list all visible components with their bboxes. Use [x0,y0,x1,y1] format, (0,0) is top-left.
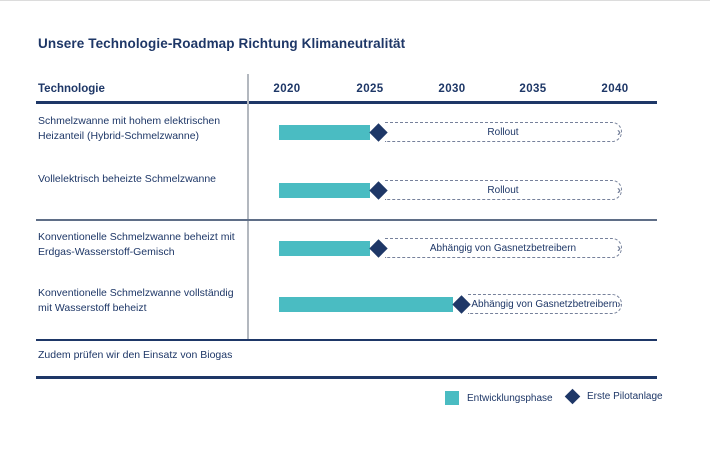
footnote-bottom-rule [36,376,657,379]
row-label: Konventionelle Schmelzwanne vollständig … [38,287,234,314]
legend-item-development: Entwicklungsphase [445,391,553,405]
year-tick-2040: 2040 [601,83,629,95]
arrow-chevron-icon: › [617,296,621,311]
development-bar [278,240,370,256]
phase-label: Abhängig von Gasnetzbetreibern [429,242,577,254]
development-bar [278,124,370,140]
section-divider-rule [36,219,657,221]
arrow-chevron-icon: › [617,124,621,139]
arrow-chevron-icon: › [617,240,621,255]
footnote-top-rule [36,339,657,341]
phase-pill: Abhängig von Gasnetzbetreibern [385,238,622,258]
legend: Entwicklungsphase Erste Pilotanlage [0,388,710,407]
phase-label: Rollout [487,184,519,196]
page-title: Unsere Technologie-Roadmap Richtung Klim… [38,36,406,51]
pilot-diamond-icon [564,388,581,405]
year-tick-2020: 2020 [273,83,301,95]
year-tick-2030: 2030 [438,83,466,95]
header-rule [36,101,657,104]
year-tick-2035: 2035 [519,83,547,95]
legend-label: Entwicklungsphase [467,392,553,404]
row-label: Konventionelle Schmelzwanne beheizt mit … [38,231,235,258]
development-bar [278,296,453,312]
phase-pill: Abhängig von Gasnetzbetreibern [468,294,622,314]
phase-pill: Rollout [385,180,622,200]
development-phase-swatch-icon [445,391,459,405]
column-header-technology: Technologie [38,83,105,95]
footnote-text: Zudem prüfen wir den Einsatz von Biogas [38,349,233,361]
year-tick-2025: 2025 [356,83,384,95]
phase-pill: Rollout [385,122,622,142]
development-bar [278,182,370,198]
phase-label: Rollout [487,126,519,138]
column-divider [247,74,249,339]
row-label: Schmelzwanne mit hohem elektrischen Heiz… [38,115,221,142]
arrow-chevron-icon: › [617,182,621,197]
phase-label: Abhängig von Gasnetzbetreibern [471,298,618,310]
row-label: Vollelektrisch beheizte Schmelzwanne [38,173,217,185]
legend-label: Erste Pilotanlage [587,391,663,402]
legend-item-pilot: Erste Pilotanlage [564,388,663,405]
